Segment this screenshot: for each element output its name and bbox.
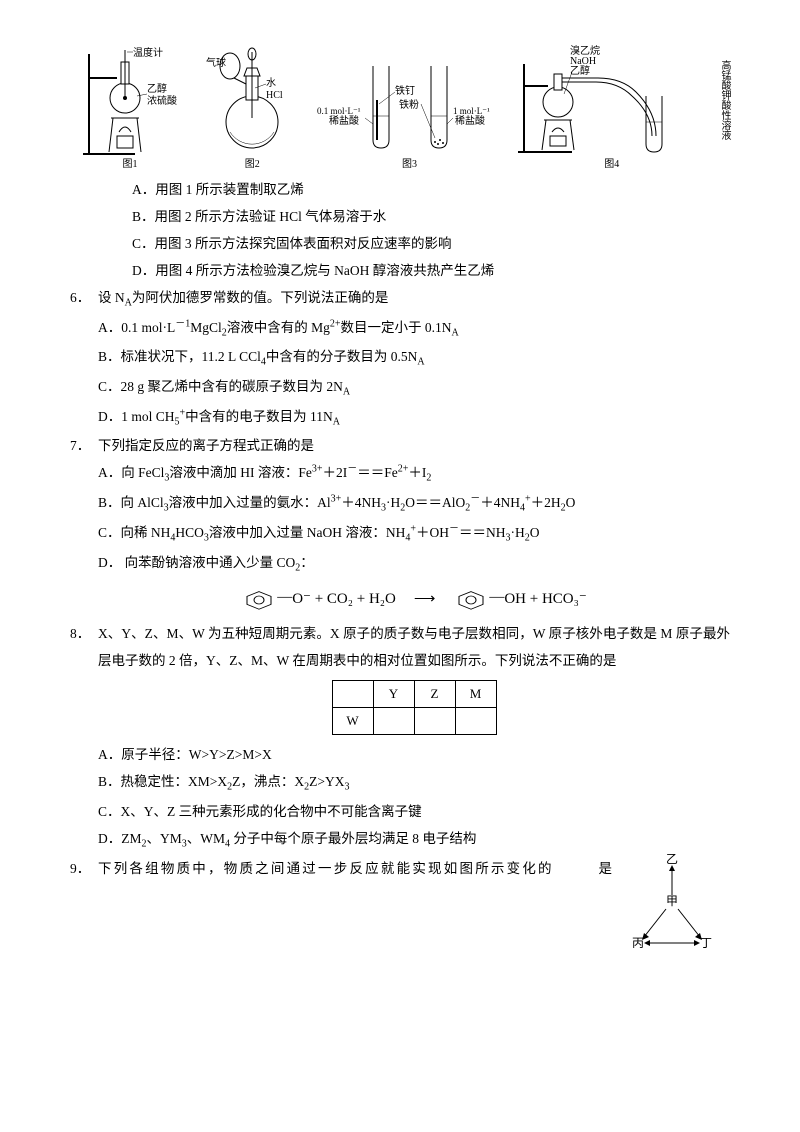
fig1-label-ethanol: 乙醇 <box>147 82 167 95</box>
figure-2-svg: 气球 水 HCl <box>202 44 302 159</box>
figure-3-svg: 0.1 mol·L⁻¹ 稀盐酸 铁钉 铁粉 1 mol·L⁻¹ 稀盐酸 <box>315 44 505 159</box>
ptable-r1c1 <box>332 681 373 708</box>
figure-3-caption: 图3 <box>402 159 417 170</box>
fig2-label-balloon: 气球 <box>206 56 226 69</box>
figures-row: 温度计 乙醇 浓硫酸 图1 气球 <box>70 40 730 170</box>
fig3-label-powder: 铁粉 <box>399 98 419 111</box>
q6-stem: 设 NA为阿伏加德罗常数的值。下列说法正确的是 <box>98 284 730 314</box>
q7-option-b: B．向 AlCl3溶液中加入过量的氨水：Al3+＋4NH3·H2O＝＝AlO2－… <box>98 489 730 519</box>
ptable-r2c4 <box>455 708 496 735</box>
q8-option-c: C．X、Y、Z 三种元素形成的化合物中不可能含离子键 <box>98 798 730 825</box>
q7-option-c: C．向稀 NH4HCO3溶液中加入过量 NaOH 溶液：NH4+＋OH－＝＝NH… <box>98 519 730 549</box>
q6-number: 6． <box>70 284 98 432</box>
q9: 9． 乙 甲 丙 丁 <box>70 855 730 951</box>
fig4-label-eth: 乙醇 <box>570 64 590 77</box>
q5-option-a: A．用图 1 所示装置制取乙烯 <box>132 176 730 203</box>
benzene-ring-icon <box>241 590 277 610</box>
q7-option-a: A．向 FeCl3溶液中滴加 HI 溶液：Fe3+＋2I－＝＝Fe2+＋I2 <box>98 459 730 489</box>
figure-4: 溴乙烷 NaOH 乙醇 图4 <box>512 44 712 170</box>
q7-option-d: D． 向苯酚钠溶液中通入少量 CO2： <box>98 549 730 579</box>
q5-option-d: D．用图 4 所示方法检验溴乙烷与 NaOH 醇溶液共热产生乙烯 <box>132 257 730 284</box>
fig3-label-nail: 铁钉 <box>395 84 415 97</box>
fig3-label-1b: 稀盐酸 <box>329 114 359 127</box>
ptable-r2c2 <box>373 708 414 735</box>
q6-option-c: C．28 g 聚乙烯中含有的碳原子数目为 2NA <box>98 373 730 403</box>
fig1-label-thermometer: 温度计 <box>133 46 163 59</box>
q6-option-b: B．标准状况下，11.2 L CCl4中含有的分子数目为 0.5NA <box>98 343 730 373</box>
figure-3: 0.1 mol·L⁻¹ 稀盐酸 铁钉 铁粉 1 mol·L⁻¹ 稀盐酸 图3 <box>315 44 505 170</box>
q8-option-a: A．原子半径：W>Y>Z>M>X <box>98 741 730 768</box>
ptable-r1c3: Z <box>414 681 455 708</box>
ptable-r1c4: M <box>455 681 496 708</box>
q5-option-c: C．用图 3 所示方法探究固体表面积对反应速率的影响 <box>132 230 730 257</box>
q6: 6． 设 NA为阿伏加德罗常数的值。下列说法正确的是 A．0.1 mol·L－1… <box>70 284 730 432</box>
arrow-icon: ⟶ <box>400 584 450 614</box>
q5-options: A．用图 1 所示装置制取乙烯 B．用图 2 所示方法验证 HCl 气体易溶于水… <box>70 176 730 284</box>
q9-triangle-diagram: 乙 甲 丙 丁 <box>620 851 730 951</box>
q8-option-b: B．热稳定性：XM>X2Z，沸点：X2Z>YX3 <box>98 768 730 798</box>
q6-option-d: D．1 mol CH5+中含有的电子数目为 11NA <box>98 403 730 433</box>
q7-number: 7． <box>70 432 98 620</box>
fig3-label-2a: 1 mol·L⁻¹ <box>453 106 490 116</box>
figure-1-caption: 图1 <box>123 159 138 170</box>
q6-option-a: A．0.1 mol·L－1MgCl2溶液中含有的 Mg2+数目一定小于 0.1N… <box>98 314 730 344</box>
figure-1: 温度计 乙醇 浓硫酸 图1 <box>70 44 190 170</box>
figure-4-svg: 溴乙烷 NaOH 乙醇 <box>512 44 712 159</box>
figure-1-svg: 温度计 乙醇 浓硫酸 <box>75 44 185 159</box>
q8-periodic-table: Y Z M W <box>332 680 497 735</box>
fig2-label-hcl: HCl <box>266 90 283 101</box>
q5-option-b: B．用图 2 所示方法验证 HCl 气体易溶于水 <box>132 203 730 230</box>
fig2-label-water: 水 <box>266 77 276 89</box>
figure-2: 气球 水 HCl 图2 <box>197 44 307 170</box>
q7: 7． 下列指定反应的离子方程式正确的是 A．向 FeCl3溶液中滴加 HI 溶液… <box>70 432 730 620</box>
figure-2-caption: 图2 <box>245 159 260 170</box>
q8-number: 8． <box>70 620 98 854</box>
fig1-label-acid: 浓硫酸 <box>147 94 177 107</box>
ptable-r1c2: Y <box>373 681 414 708</box>
q8: 8． X、Y、Z、M、W 为五种短周期元素。X 原子的质子数与电子层数相同，W … <box>70 620 730 854</box>
ptable-r2c1: W <box>332 708 373 735</box>
tri-br: 丁 <box>700 936 712 950</box>
q9-number: 9． <box>70 855 98 951</box>
q7-stem: 下列指定反应的离子方程式正确的是 <box>98 432 730 459</box>
fig4-right-label: 高锰酸钾酸性溶液 <box>719 46 730 170</box>
fig3-label-2b: 稀盐酸 <box>455 114 485 127</box>
page: 温度计 乙醇 浓硫酸 图1 气球 <box>0 0 800 971</box>
tri-bl: 丙 <box>632 936 644 950</box>
fig3-label-1a: 0.1 mol·L⁻¹ <box>317 106 361 116</box>
ptable-r2c3 <box>414 708 455 735</box>
tri-mid: 甲 <box>666 894 678 908</box>
q7-equation: —O⁻ + CO₂ + H₂O ⟶ —OH + HCO₃⁻ <box>98 584 730 614</box>
tri-top: 乙 <box>666 852 678 866</box>
figure-4-caption: 图4 <box>604 159 619 170</box>
benzene-ring-icon <box>453 590 489 610</box>
q8-stem: X、Y、Z、M、W 为五种短周期元素。X 原子的质子数与电子层数相同，W 原子核… <box>98 620 730 674</box>
